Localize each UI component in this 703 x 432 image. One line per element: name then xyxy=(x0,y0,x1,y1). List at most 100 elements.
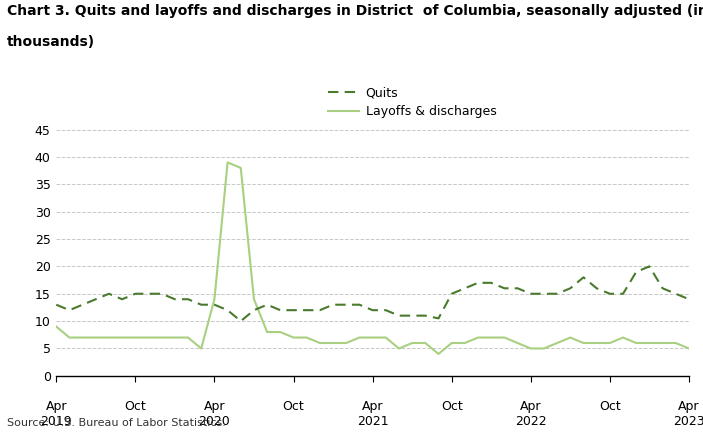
Layoffs & discharges xyxy=(619,335,627,340)
Quits xyxy=(460,286,469,291)
Layoffs & discharges xyxy=(527,346,535,351)
Layoffs & discharges xyxy=(632,340,640,346)
Layoffs & discharges xyxy=(118,335,127,340)
Layoffs & discharges xyxy=(184,335,193,340)
Quits xyxy=(355,302,363,307)
Layoffs & discharges xyxy=(368,335,377,340)
Quits xyxy=(171,297,179,302)
Layoffs & discharges xyxy=(236,165,245,171)
Quits xyxy=(118,297,127,302)
Quits xyxy=(434,316,443,321)
Quits xyxy=(685,297,693,302)
Layoffs & discharges xyxy=(566,335,574,340)
Quits xyxy=(290,308,298,313)
Quits xyxy=(131,291,139,296)
Layoffs & discharges xyxy=(197,346,205,351)
Quits xyxy=(91,297,100,302)
Text: Apr
2019: Apr 2019 xyxy=(41,400,72,429)
Quits xyxy=(671,291,680,296)
Layoffs & discharges xyxy=(645,340,654,346)
Quits xyxy=(382,308,390,313)
Quits xyxy=(197,302,205,307)
Layoffs & discharges xyxy=(658,340,666,346)
Quits xyxy=(329,302,337,307)
Layoffs & discharges xyxy=(157,335,166,340)
Quits xyxy=(368,308,377,313)
Layoffs & discharges xyxy=(171,335,179,340)
Quits xyxy=(250,308,258,313)
Layoffs & discharges xyxy=(329,340,337,346)
Layoffs & discharges xyxy=(65,335,74,340)
Quits xyxy=(395,313,404,318)
Quits xyxy=(157,291,166,296)
Layoffs & discharges xyxy=(250,297,258,302)
Quits xyxy=(645,264,654,269)
Layoffs & discharges xyxy=(553,340,561,346)
Quits xyxy=(632,269,640,274)
Quits xyxy=(540,291,548,296)
Layoffs & discharges xyxy=(474,335,482,340)
Quits xyxy=(474,280,482,286)
Layoffs & discharges xyxy=(210,297,219,302)
Quits xyxy=(316,308,324,313)
Layoffs & discharges xyxy=(671,340,680,346)
Layoffs & discharges xyxy=(263,330,271,335)
Layoffs & discharges xyxy=(434,351,443,356)
Text: Apr
2021: Apr 2021 xyxy=(357,400,388,429)
Layoffs & discharges xyxy=(501,335,509,340)
Layoffs & discharges xyxy=(540,346,548,351)
Quits xyxy=(605,291,614,296)
Text: thousands): thousands) xyxy=(7,35,95,48)
Quits xyxy=(408,313,416,318)
Layoffs & discharges xyxy=(342,340,350,346)
Layoffs & discharges xyxy=(685,346,693,351)
Layoffs & discharges xyxy=(144,335,153,340)
Layoffs & discharges xyxy=(605,340,614,346)
Text: Oct: Oct xyxy=(441,400,463,413)
Layoffs & discharges xyxy=(408,340,416,346)
Layoffs & discharges xyxy=(421,340,430,346)
Layoffs & discharges xyxy=(316,340,324,346)
Quits xyxy=(52,302,60,307)
Layoffs & discharges xyxy=(487,335,496,340)
Layoffs & discharges xyxy=(302,335,311,340)
Quits xyxy=(566,286,574,291)
Quits xyxy=(342,302,350,307)
Text: Chart 3. Quits and layoffs and discharges in District  of Columbia, seasonally a: Chart 3. Quits and layoffs and discharge… xyxy=(7,4,703,18)
Text: Oct: Oct xyxy=(599,400,621,413)
Text: Apr
2023: Apr 2023 xyxy=(673,400,703,429)
Text: Oct: Oct xyxy=(124,400,146,413)
Quits xyxy=(236,318,245,324)
Legend: Quits, Layoffs & discharges: Quits, Layoffs & discharges xyxy=(328,86,496,118)
Layoffs & discharges xyxy=(513,340,522,346)
Text: Oct: Oct xyxy=(283,400,304,413)
Quits xyxy=(421,313,430,318)
Line: Layoffs & discharges: Layoffs & discharges xyxy=(56,162,689,354)
Quits xyxy=(302,308,311,313)
Quits xyxy=(553,291,561,296)
Quits xyxy=(224,308,232,313)
Quits xyxy=(276,308,285,313)
Quits xyxy=(527,291,535,296)
Quits xyxy=(487,280,496,286)
Quits xyxy=(263,302,271,307)
Layoffs & discharges xyxy=(91,335,100,340)
Layoffs & discharges xyxy=(224,160,232,165)
Quits xyxy=(593,286,601,291)
Layoffs & discharges xyxy=(579,340,588,346)
Quits xyxy=(184,297,193,302)
Quits xyxy=(447,291,456,296)
Layoffs & discharges xyxy=(447,340,456,346)
Text: Source: U.S. Bureau of Labor Statistics.: Source: U.S. Bureau of Labor Statistics. xyxy=(7,418,226,428)
Quits xyxy=(501,286,509,291)
Quits xyxy=(579,275,588,280)
Quits xyxy=(78,302,87,307)
Layoffs & discharges xyxy=(78,335,87,340)
Layoffs & discharges xyxy=(131,335,139,340)
Layoffs & discharges xyxy=(593,340,601,346)
Quits xyxy=(513,286,522,291)
Layoffs & discharges xyxy=(105,335,113,340)
Quits xyxy=(658,286,666,291)
Layoffs & discharges xyxy=(276,330,285,335)
Layoffs & discharges xyxy=(395,346,404,351)
